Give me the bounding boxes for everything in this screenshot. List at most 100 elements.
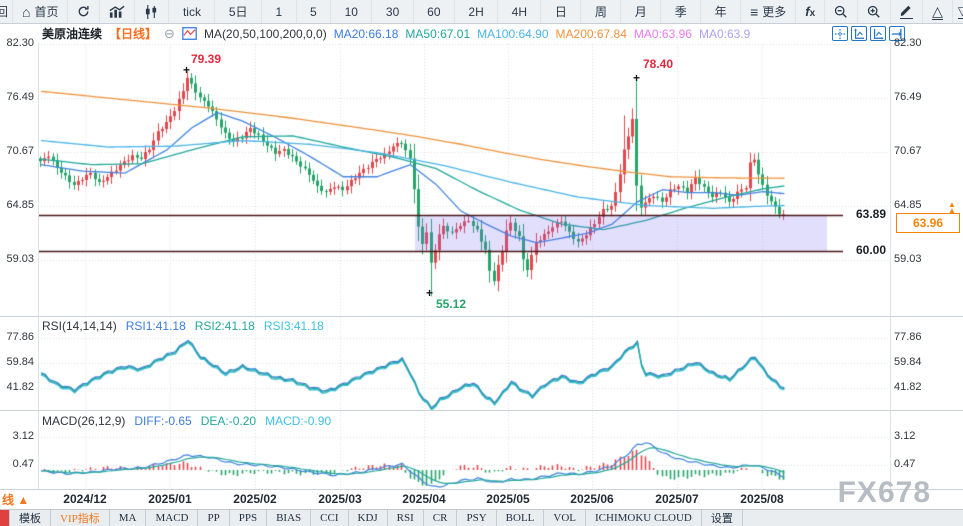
period-10min[interactable]: 10	[331, 0, 372, 23]
chart-legend-row: 美原油连续 【日线】 ⊖ MA(20,50,100,200,0,0) MA20:…	[0, 25, 963, 42]
period-label: 【日线】	[109, 27, 158, 41]
ma20-value: MA20:66.18	[333, 26, 399, 41]
tab-vip-indicators[interactable]: VIP指标	[51, 510, 110, 526]
tab-boll[interactable]: BOLL	[497, 510, 545, 526]
tab-cr[interactable]: CR	[424, 510, 458, 526]
period-week[interactable]: 周	[581, 0, 621, 23]
triangle-icon: △	[932, 2, 943, 20]
x-axis-month-label: 2025/01	[148, 492, 192, 506]
ma100-value: MA100:64.90	[477, 26, 549, 41]
period-1min[interactable]: 1	[261, 0, 296, 23]
x-axis-scale-icon[interactable]	[870, 26, 886, 41]
tab-rsi[interactable]: RSI	[388, 510, 424, 526]
rsi3-value: RSI3:41.18	[263, 319, 324, 333]
dea-value: DEA:-0.20	[200, 414, 257, 428]
current-price-badge: 63.96	[896, 213, 960, 233]
period-5min[interactable]: 5	[296, 0, 331, 23]
fx-icon: fx	[805, 4, 816, 19]
clipped-indicator-icon[interactable]	[0, 510, 10, 526]
period-60min[interactable]: 60	[413, 0, 454, 23]
left-axis-border	[38, 42, 39, 489]
area-chart-button[interactable]	[100, 0, 135, 23]
x-axis-month-label: 2025/02	[233, 492, 277, 506]
macd-panel-canvas[interactable]	[38, 411, 890, 489]
draw-tool-button[interactable]	[891, 0, 923, 23]
tab-bias[interactable]: BIAS	[267, 510, 312, 526]
candlestick-icon	[144, 4, 159, 19]
price-axis-label-left: 64.85	[6, 198, 34, 211]
rsi-header: RSI(14,14,14) RSI1:41.18 RSI2:41.18 RSI3:4…	[42, 319, 324, 333]
period-quarter[interactable]: 季	[661, 0, 701, 23]
tab-pps[interactable]: PPS	[230, 510, 268, 526]
refresh-button[interactable]	[68, 0, 100, 23]
zoom-out-button[interactable]	[825, 0, 858, 23]
rsi-axis-label-right: 41.82	[894, 381, 922, 393]
macd-axis-label-right: 0.47	[894, 457, 916, 470]
more-button[interactable]: ≡ 更多	[741, 0, 796, 23]
period-day[interactable]: 日	[541, 0, 581, 23]
tab-template[interactable]: 模板	[10, 510, 51, 526]
period-30min[interactable]: 30	[372, 0, 413, 23]
macd-axis-label-left: 3.12	[12, 430, 34, 442]
chart-control-icons	[832, 25, 905, 42]
rsi-axis-label-left: 59.84	[6, 356, 34, 368]
x-axis-month-label: 2025/03	[318, 492, 362, 506]
period-2h[interactable]: 2H	[454, 0, 498, 23]
price-up-arrows-icon: ▲ ▲	[948, 200, 956, 215]
period-4h[interactable]: 4H	[498, 0, 541, 23]
refresh-icon	[77, 5, 90, 18]
rsi-panel-canvas[interactable]	[38, 317, 890, 410]
period-5day[interactable]: 5日	[215, 0, 261, 23]
rsi-formula: RSI(14,14,14)	[42, 319, 117, 333]
ma0-value-1: MA0:63.96	[633, 26, 692, 41]
tab-ma[interactable]: MA	[110, 510, 147, 526]
tab-vol[interactable]: VOL	[544, 510, 587, 526]
main-chart-canvas[interactable]	[38, 42, 890, 316]
pencil-icon	[900, 5, 914, 19]
rsi2-value: RSI2:41.18	[194, 319, 255, 333]
tab-ichimoku-cloud[interactable]: ICHIMOKU CLOUD	[586, 510, 702, 526]
right-axis-border	[890, 42, 891, 489]
tab-psy[interactable]: PSY	[457, 510, 497, 526]
jump-to-latest-icon[interactable]	[889, 26, 905, 41]
price-axis-label-right: 70.67	[894, 144, 922, 157]
ma0-value-2: MA0:63.9	[698, 26, 751, 41]
tab-kdj[interactable]: KDJ	[349, 510, 388, 526]
macd-header: MACD(26,12,9) DIFF:-0.65 DEA:-0.20 MACD:-0…	[42, 414, 331, 428]
mini-chart-icon[interactable]	[182, 27, 197, 40]
zoom-in-button[interactable]	[858, 0, 891, 23]
zoom-out-icon	[834, 5, 848, 19]
x-axis-month-label: 2024/12	[63, 492, 107, 506]
rsi-axis-label-left: 77.86	[6, 331, 34, 343]
home-icon: ⌂	[22, 3, 31, 20]
x-axis-month-label: 2025/07	[655, 492, 699, 506]
rsi-axis-label-right: 77.86	[894, 331, 922, 343]
period-tick[interactable]: tick	[169, 0, 215, 23]
period-month[interactable]: 月	[621, 0, 661, 23]
clipped-back-button[interactable]: 回	[0, 0, 12, 23]
rsi1-value: RSI1:41.18	[125, 319, 186, 333]
period-year[interactable]: 年	[701, 0, 741, 23]
candlestick-view-button[interactable]	[135, 0, 169, 23]
tab-macd[interactable]: MACD	[146, 510, 199, 526]
macd-value: MACD:-0.90	[265, 414, 332, 428]
clipped-tool-button[interactable]: ▽	[952, 0, 963, 23]
indicator-tabbar: 模板 VIP指标 MA MACD PP PPS BIAS CCI KDJ RSI CR PSY BOLL…	[0, 509, 963, 526]
tab-pp[interactable]: PP	[198, 510, 230, 526]
collapse-icon[interactable]: ⊖	[164, 26, 175, 41]
crosshair-icon[interactable]	[832, 26, 848, 41]
price-axis-label-left: 59.03	[6, 253, 34, 265]
line-type-dropdown[interactable]: 线 ▲	[2, 493, 30, 507]
price-axis-label-right: 64.85	[894, 198, 922, 211]
indicator-formula-button[interactable]: fx	[796, 0, 825, 23]
home-button[interactable]: ⌂ 首页	[13, 0, 68, 23]
area-chart-icon	[109, 5, 126, 18]
y-axis-scale-icon[interactable]	[851, 26, 867, 41]
zoom-in-icon	[867, 5, 881, 19]
rsi-axis-label-right: 59.84	[894, 356, 922, 368]
tab-settings[interactable]: 设置	[702, 510, 743, 526]
shape-tool-button[interactable]: △	[923, 0, 952, 23]
tab-cci[interactable]: CCI	[311, 510, 349, 526]
macd-xaxis-divider	[0, 489, 963, 490]
